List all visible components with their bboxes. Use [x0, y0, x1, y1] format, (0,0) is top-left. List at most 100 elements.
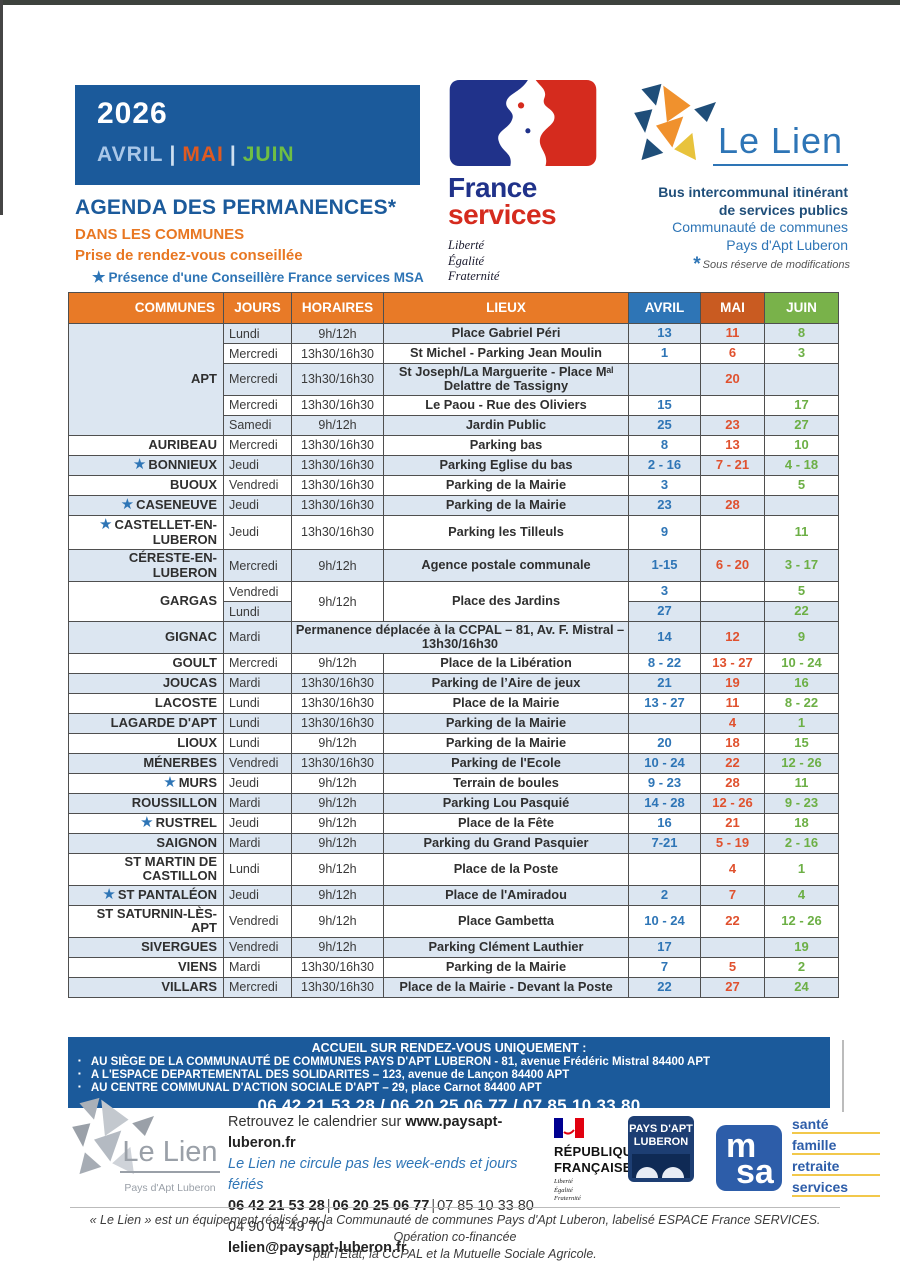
- may-cell: 27: [700, 976, 765, 998]
- commune-cell: ★ CASTELLET-EN-LUBERON: [68, 514, 224, 551]
- msa-icon: m sa: [716, 1125, 782, 1192]
- table-row: CÉRESTE-EN-LUBERON Mercredi 9h/12h Agenc…: [68, 548, 839, 583]
- header-row: COMMUNES JOURS HORAIRES LIEUX AVRIL MAI …: [68, 292, 839, 324]
- june-cell: 4 - 18: [764, 454, 839, 476]
- hours-cell: 9h/12h: [291, 414, 384, 436]
- bullet-icon: ▪: [78, 1069, 81, 1078]
- place-cell: Parking de l’Aire de jeux: [383, 672, 629, 694]
- commune-name: RUSTREL: [155, 814, 217, 830]
- hours-cell: 13h30/16h30: [291, 672, 384, 694]
- may-cell: 19: [700, 672, 765, 694]
- commune-cell: ★ BONNIEUX: [68, 454, 224, 476]
- motto-liberte: Liberté: [554, 1178, 573, 1186]
- commune-cell: ★ CASENEUVE: [68, 494, 224, 516]
- april-cell: 20: [628, 732, 701, 754]
- motto-egalite: Égalité: [448, 253, 485, 268]
- rf-name-line-1: RÉPUBLIQUE: [554, 1144, 642, 1159]
- commune-cell: VILLARS: [68, 976, 224, 998]
- phone-number: 06 42 21 53 28: [228, 1198, 325, 1215]
- april-cell: 3: [628, 581, 701, 603]
- scan-edge-top: [0, 0, 900, 5]
- table-row: ST MARTIN DE CASTILLON Lundi 9h/12h Plac…: [68, 852, 839, 886]
- col-header-jours: JOURS: [223, 292, 292, 324]
- table-row: Samedi 9h/12h Jardin Public 25 23 27: [69, 414, 839, 436]
- pays-apt-luberon-logo: PAYS D'APT LUBERON: [628, 1116, 694, 1187]
- commune-cell: BUOUX: [68, 474, 224, 496]
- table-row: ★ CASENEUVE Jeudi 13h30/16h30 Parking de …: [68, 494, 839, 516]
- motto-fraternite: Fraternité: [448, 269, 500, 284]
- motto-fraternite: Fraternité: [554, 1195, 581, 1203]
- table-row: LAGARDE D'APT Lundi 13h30/16h30 Parking …: [68, 712, 839, 734]
- table-row: ★ ST PANTALÉON Jeudi 9h/12h Place de l'Am…: [68, 884, 839, 906]
- msa-label-sante: santé: [792, 1116, 880, 1135]
- may-cell: 7 - 21: [700, 454, 765, 476]
- le-lien-wordmark: Le Lien: [713, 120, 848, 166]
- msa-star-icon: ★: [92, 269, 106, 286]
- day-cell: Mercredi: [223, 652, 292, 674]
- msa-star-icon: ★: [120, 495, 135, 513]
- phone-line: 06 42 21 53 28 | 06 20 25 06 77 | 07 85 10 3…: [228, 1196, 548, 1217]
- day-cell: Mercredi: [223, 394, 292, 416]
- may-cell: 20: [700, 363, 765, 396]
- calendar-link-line: Retrouvez le calendrier sur www.paysapt-…: [228, 1112, 548, 1154]
- april-cell: 21: [628, 672, 701, 694]
- june-cell: 11: [764, 772, 839, 794]
- june-cell: 1: [764, 712, 839, 734]
- commune-cell: VIENS: [68, 956, 224, 978]
- phone-number-secondary: 04 90 04 49 70: [228, 1219, 325, 1236]
- place-cell: Parking Eglise du bas: [383, 454, 629, 476]
- table-row: SIVERGUES Vendredi 9h/12h Parking Clémen…: [68, 936, 839, 958]
- june-cell: [764, 363, 839, 396]
- website-link[interactable]: www.paysapt-luberon.fr: [228, 1114, 503, 1152]
- commune-cell: AURIBEAU: [68, 434, 224, 456]
- day-cell: Mercredi: [223, 434, 292, 456]
- place-cell: Place Gambetta: [383, 904, 629, 938]
- footer: Le Lien Pays d'Apt Luberon Retrouvez le …: [68, 1097, 880, 1256]
- day-cell: Mercredi: [223, 343, 292, 364]
- june-cell: 10: [764, 434, 839, 456]
- calendar-line-prefix: Retrouvez le calendrier sur: [228, 1114, 406, 1130]
- commune-name: BONNIEUX: [148, 456, 217, 472]
- may-cell: 11: [700, 692, 765, 714]
- hours-cell: 9h/12h: [291, 852, 384, 886]
- may-cell: 21: [700, 812, 765, 834]
- may-cell: 28: [700, 494, 765, 516]
- table-row: GIGNAC Mardi Permanence déplacée à la CC…: [68, 621, 839, 654]
- page-subtitle-communes: DANS LES COMMUNES: [75, 226, 245, 243]
- june-cell: 3 - 17: [764, 548, 839, 583]
- april-cell: 3: [628, 474, 701, 496]
- june-cell: 17: [764, 394, 839, 416]
- commune-cell: ST MARTIN DE CASTILLON: [68, 852, 224, 886]
- hours-cell: 13h30/16h30: [291, 692, 384, 714]
- col-header-juin: JUIN: [764, 292, 839, 324]
- day-cell: Mercredi: [223, 548, 292, 583]
- svg-text:LUBERON: LUBERON: [634, 1136, 688, 1148]
- appointments-bullet-text: AU CENTRE COMMUNAL D'ACTION SOCIALE D'AP…: [90, 1082, 542, 1094]
- place-cell: Place de la Libération: [383, 652, 629, 674]
- june-cell: 3: [764, 343, 839, 364]
- table-row: ROUSSILLON Mardi 9h/12h Parking Lou Pasq…: [68, 792, 839, 814]
- scan-shadow: [842, 1040, 844, 1112]
- republique-francaise-logo: RÉPUBLIQUE FRANÇAISE Liberté Égalité Fra…: [554, 1118, 654, 1204]
- table-row: GARGAS Vendredi 9h/12h Place des Jardins…: [68, 581, 839, 623]
- hours-cell: 9h/12h: [291, 652, 384, 674]
- le-lien-footer-logo: Le Lien Pays d'Apt Luberon: [68, 1096, 220, 1201]
- le-lien-footer-sub: Pays d'Apt Luberon: [124, 1182, 216, 1194]
- hours-cell: 9h/12h: [291, 772, 384, 794]
- col-header-horaires: HORAIRES: [291, 292, 384, 324]
- rf-name-line-2: FRANÇAISE: [554, 1159, 632, 1175]
- place-cell: Parking de la Mairie: [383, 494, 629, 516]
- april-cell: 8: [628, 434, 701, 456]
- month-juin: JUIN: [242, 143, 295, 166]
- may-cell: 7: [700, 884, 765, 906]
- may-cell: 23: [700, 414, 765, 436]
- commune-name: CASENEUVE: [136, 496, 217, 512]
- commune-cell: SAIGNON: [68, 832, 224, 854]
- hours-cell: 13h30/16h30: [291, 474, 384, 496]
- commune-cell: ROUSSILLON: [68, 792, 224, 814]
- commune-name: CASTELLET-EN-LUBERON: [114, 516, 217, 548]
- bottom-note-line-2: par l'État, la CCPAL et la Mutuelle Soci…: [313, 1246, 597, 1261]
- table-row: SAIGNON Mardi 9h/12h Parking du Grand Pa…: [68, 832, 839, 854]
- hours-cell: 9h/12h: [291, 581, 384, 623]
- email-link[interactable]: lelien@paysapt-luberon.fr: [228, 1240, 407, 1257]
